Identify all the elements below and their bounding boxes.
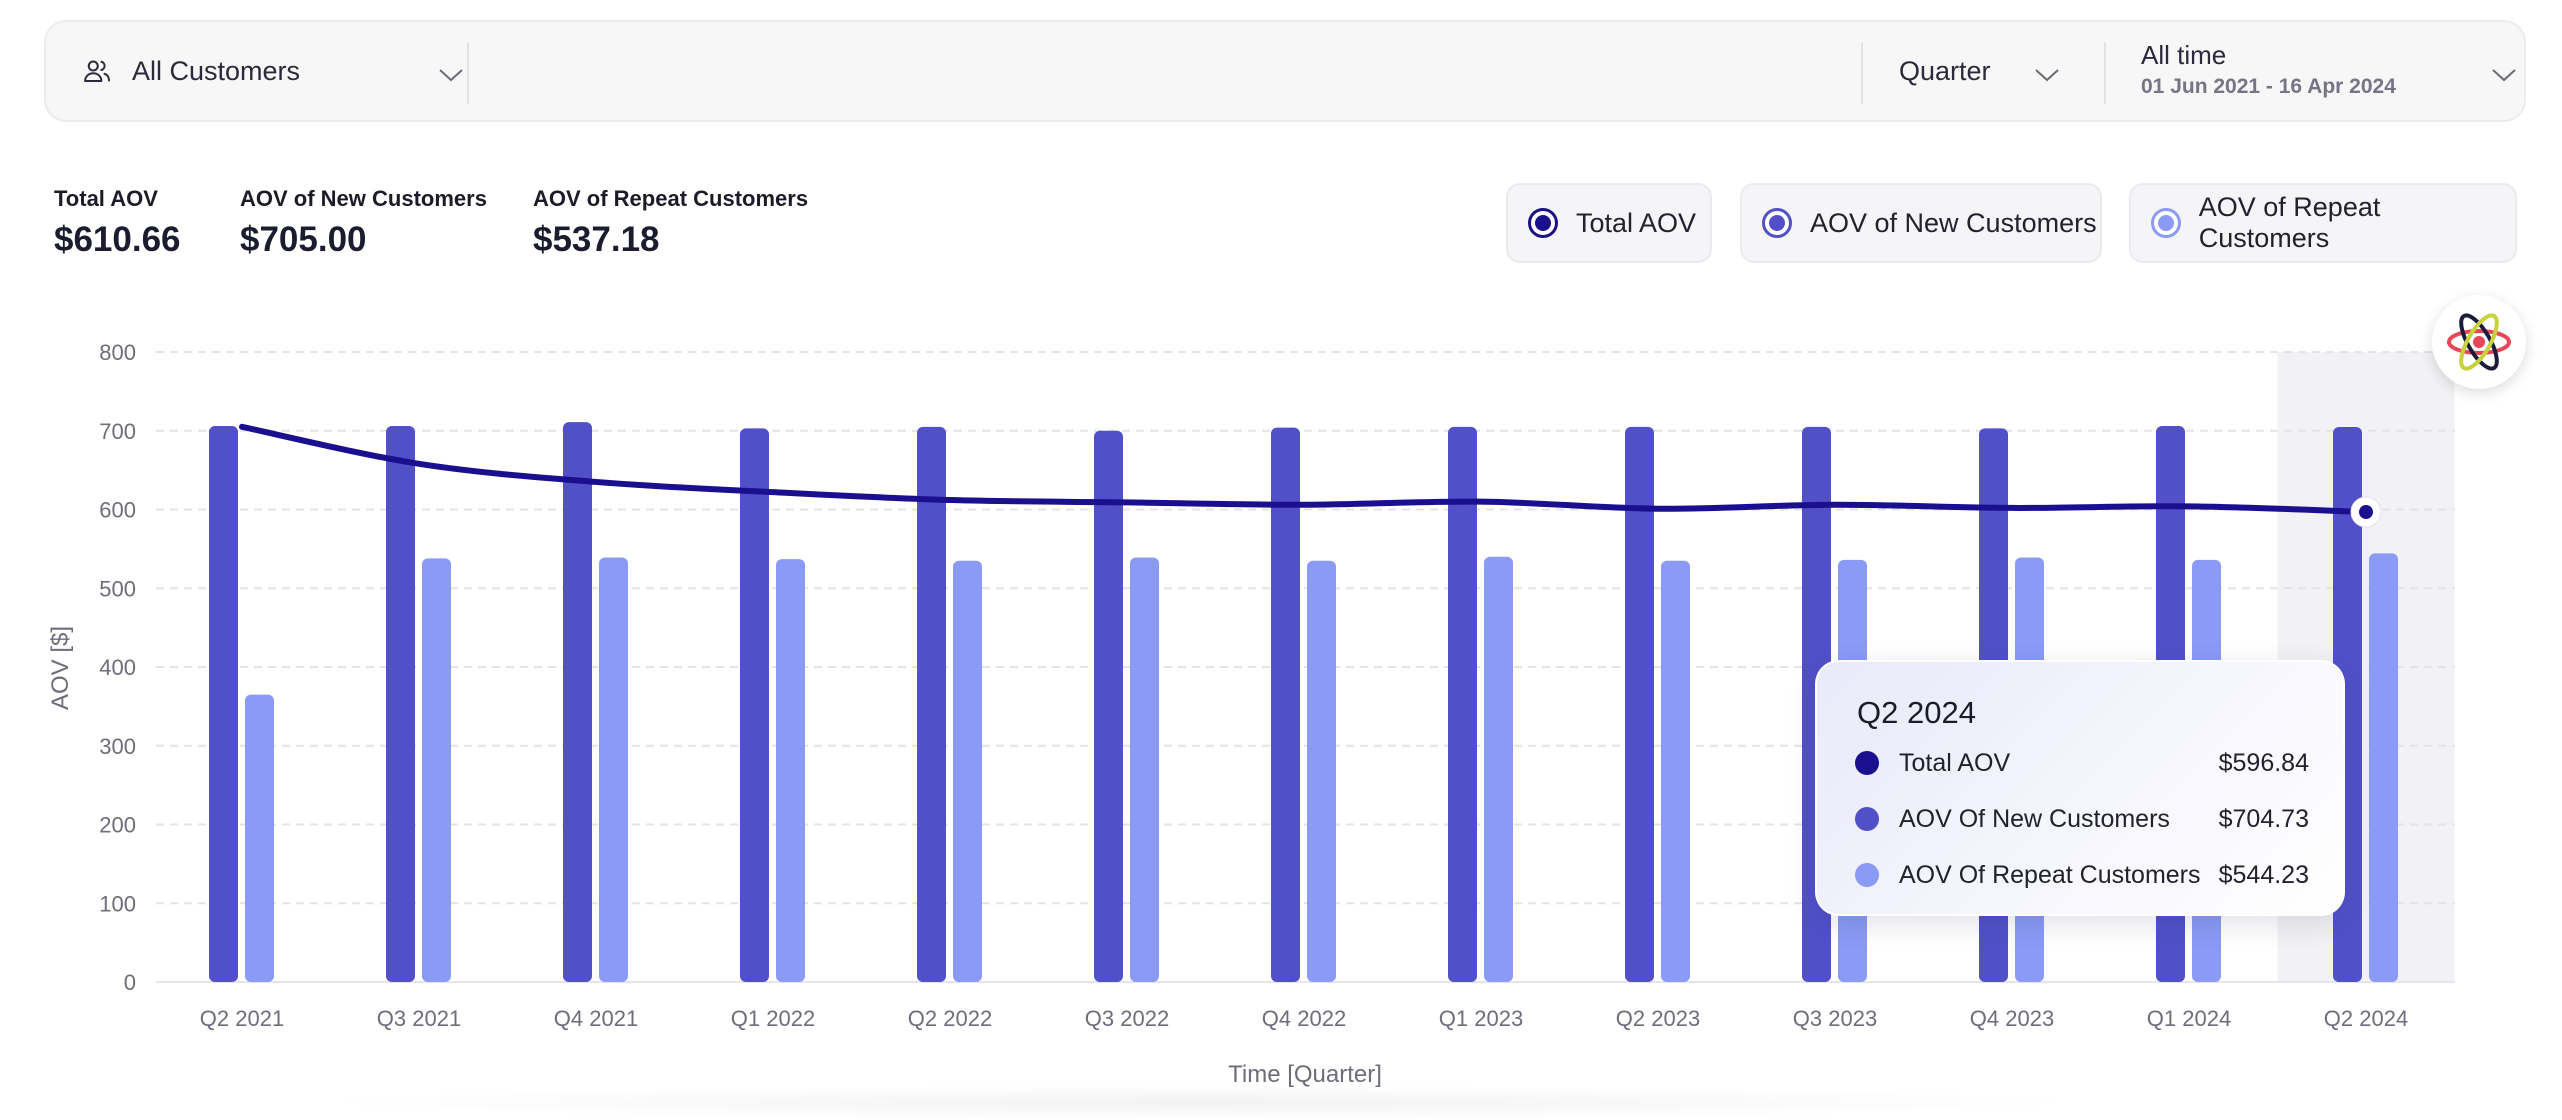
y-tick-label: 500	[99, 576, 136, 601]
divider	[467, 42, 469, 104]
tooltip-row: AOV Of Repeat Customers $544.23	[1855, 858, 2309, 892]
bar-new-customers	[1448, 426, 1477, 982]
series-dot-icon	[1855, 751, 1879, 775]
toggle-repeat-customers[interactable]: AOV of Repeat Customers	[2129, 183, 2517, 263]
granularity-label: Quarter	[1899, 55, 1991, 86]
y-tick-label: 600	[99, 498, 136, 523]
divider	[2104, 42, 2106, 104]
bar-repeat-customers	[953, 560, 982, 982]
users-icon	[84, 60, 110, 82]
active-point	[2359, 504, 2373, 519]
date-range-value: 01 Jun 2021 - 16 Apr 2024	[2141, 75, 2396, 98]
x-tick-label: Q4 2021	[554, 1006, 638, 1031]
scroll-shadow	[300, 1085, 2100, 1120]
x-tick-label: Q2 2021	[200, 1006, 284, 1031]
x-tick-label: Q2 2023	[1616, 1006, 1700, 1031]
bar-new-customers	[209, 426, 238, 982]
bar-repeat-customers	[422, 558, 451, 982]
assistant-button[interactable]	[2432, 295, 2526, 389]
y-tick-label: 100	[99, 891, 136, 916]
y-tick-label: 200	[99, 813, 136, 838]
radio-icon	[2151, 208, 2181, 238]
toggle-label: AOV of New Customers	[1810, 207, 2097, 238]
x-tick-label: Q1 2023	[1439, 1006, 1523, 1031]
bar-new-customers	[740, 428, 769, 982]
bar-repeat-customers	[599, 557, 628, 982]
tooltip-series-value: $544.23	[2218, 860, 2309, 889]
y-tick-label: 400	[99, 655, 136, 680]
y-tick-label: 700	[99, 419, 136, 444]
chart-tooltip: Q2 2024 Total AOV $596.84 AOV Of New Cus…	[1815, 660, 2345, 916]
repeat-customers-aov-value: $537.18	[533, 220, 660, 259]
x-tick-label: Q1 2024	[2147, 1006, 2231, 1031]
filter-bar: All Customers Quarter All time 01 Jun 20…	[44, 20, 2526, 122]
chevron-down-icon	[2035, 69, 2059, 82]
tooltip-series-value: $596.84	[2218, 748, 2309, 777]
x-tick-label: Q1 2022	[731, 1006, 815, 1031]
series-dot-icon	[1855, 863, 1879, 887]
new-customers-aov-value: $705.00	[240, 220, 367, 259]
bar-repeat-customers	[776, 559, 805, 982]
segment-dropdown[interactable]: All Customers	[82, 22, 472, 120]
x-tick-label: Q2 2022	[908, 1006, 992, 1031]
bar-new-customers	[1271, 427, 1300, 983]
x-tick-label: Q3 2023	[1793, 1006, 1877, 1031]
date-range-dropdown[interactable]: All time 01 Jun 2021 - 16 Apr 2024	[2141, 22, 2521, 120]
atom-icon	[2447, 313, 2511, 371]
tooltip-series-name: AOV Of New Customers	[1899, 804, 2170, 833]
segment-label: All Customers	[132, 55, 301, 86]
new-customers-aov-label: AOV of New Customers	[240, 186, 487, 211]
bar-new-customers	[386, 426, 415, 982]
tooltip-row: AOV Of New Customers $704.73	[1855, 802, 2309, 836]
bar-repeat-customers	[1130, 557, 1159, 982]
tooltip-series-name: AOV Of Repeat Customers	[1899, 860, 2201, 889]
tooltip-title: Q2 2024	[1857, 695, 1976, 730]
y-tick-label: 300	[99, 734, 136, 759]
toggle-new-customers[interactable]: AOV of New Customers	[1740, 183, 2102, 263]
repeat-customers-aov-label: AOV of Repeat Customers	[533, 186, 809, 211]
line-total-aov	[239, 423, 2369, 515]
x-tick-label: Q2 2024	[2324, 1006, 2408, 1031]
bar-repeat-customers	[1484, 556, 1513, 982]
bar-new-customers	[1625, 426, 1654, 982]
toggle-total-aov[interactable]: Total AOV	[1506, 183, 1712, 263]
radio-icon	[1762, 208, 1792, 238]
date-range-label: All time	[2141, 40, 2227, 70]
x-tick-label: Q3 2022	[1085, 1006, 1169, 1031]
bar-repeat-customers	[245, 694, 274, 982]
granularity-dropdown[interactable]: Quarter	[1899, 22, 2099, 120]
bar-new-customers	[1094, 430, 1123, 982]
y-axis-title: AOV [$]	[47, 626, 74, 710]
x-tick-label: Q3 2021	[377, 1006, 461, 1031]
y-tick-label: 800	[99, 340, 136, 365]
bar-repeat-customers	[2369, 553, 2398, 982]
divider	[1861, 42, 1863, 104]
x-tick-label: Q4 2023	[1970, 1006, 2054, 1031]
total-aov-label: Total AOV	[54, 186, 158, 211]
x-tick-label: Q4 2022	[1262, 1006, 1346, 1031]
chevron-down-icon	[2492, 69, 2516, 82]
y-tick-label: 0	[124, 970, 136, 995]
toggle-label: Total AOV	[1576, 207, 1697, 238]
series-dot-icon	[1855, 807, 1879, 831]
total-aov-value: $610.66	[54, 220, 181, 259]
bar-repeat-customers	[1661, 560, 1690, 982]
x-axis-title: Time [Quarter]	[1228, 1061, 1382, 1088]
radio-icon	[1528, 208, 1558, 238]
bar-new-customers	[563, 422, 592, 982]
bar-new-customers	[917, 426, 946, 982]
tooltip-row: Total AOV $596.84	[1855, 746, 2309, 780]
tooltip-series-value: $704.73	[2218, 804, 2309, 833]
toggle-label: AOV of Repeat Customers	[2198, 192, 2381, 253]
bar-repeat-customers	[1307, 560, 1336, 982]
chevron-down-icon	[439, 69, 463, 82]
tooltip-series-name: Total AOV	[1899, 748, 2011, 777]
